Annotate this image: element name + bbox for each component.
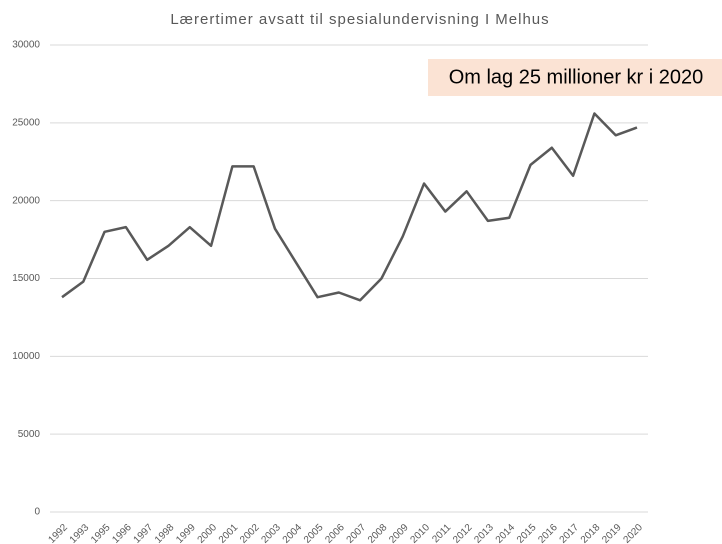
line bbox=[61, 112, 638, 302]
annotation-box bbox=[428, 59, 722, 96]
y-tick-label: 10000 bbox=[12, 351, 40, 362]
y-tick-label: 20000 bbox=[12, 195, 40, 206]
annotation: Om lag 25 millioner kr i 2020 bbox=[449, 66, 704, 88]
y-tick-label: 25000 bbox=[12, 117, 40, 128]
y-tick-label: 30000 bbox=[12, 40, 40, 51]
y-tick-label: 5000 bbox=[18, 429, 41, 440]
y-tick-label: 15000 bbox=[12, 273, 40, 284]
chart-title: Lærertimer avsatt til spesialundervisnin… bbox=[170, 11, 549, 28]
y-tick-label: 0 bbox=[34, 507, 40, 518]
